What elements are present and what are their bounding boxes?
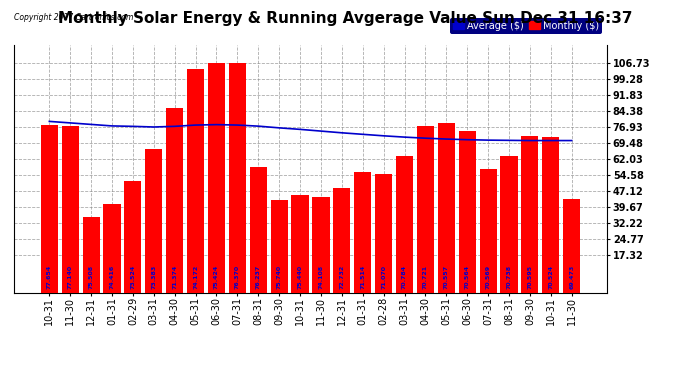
Text: 74.416: 74.416 (110, 265, 115, 289)
Text: 70.784: 70.784 (402, 265, 407, 289)
Text: 70.557: 70.557 (444, 265, 448, 289)
Bar (187, 69, 204, 292)
Text: 75.508: 75.508 (88, 265, 94, 289)
Text: 70.564: 70.564 (464, 265, 470, 289)
Text: 72.732: 72.732 (339, 265, 344, 289)
Bar (417, 126, 434, 292)
Bar (229, 63, 246, 292)
Bar (124, 181, 141, 292)
Text: 77.654: 77.654 (47, 265, 52, 289)
Text: 73.383: 73.383 (151, 265, 157, 289)
Text: 70.738: 70.738 (506, 265, 511, 289)
Bar (104, 204, 121, 292)
Bar (145, 149, 162, 292)
Text: Copyright 2017 Cartronics.com: Copyright 2017 Cartronics.com (14, 13, 133, 22)
Bar (313, 197, 330, 292)
Text: 70.569: 70.569 (486, 265, 491, 289)
Bar (500, 156, 518, 292)
Bar (83, 217, 99, 292)
Text: 71.374: 71.374 (172, 265, 177, 289)
Text: 75.440: 75.440 (297, 265, 302, 289)
Bar (375, 174, 392, 292)
Text: 70.524: 70.524 (549, 265, 553, 289)
Bar (291, 195, 308, 292)
Legend: Average ($), Monthly ($): Average ($), Monthly ($) (450, 18, 602, 33)
Text: 69.473: 69.473 (569, 265, 574, 289)
Text: 77.140: 77.140 (68, 265, 72, 289)
Bar (437, 123, 455, 292)
Text: 70.595: 70.595 (527, 265, 533, 289)
Bar (396, 156, 413, 292)
Bar (61, 126, 79, 292)
Bar (542, 137, 560, 292)
Text: Monthly Solar Energy & Running Avgerage Value Sun Dec 31 16:37: Monthly Solar Energy & Running Avgerage … (58, 11, 632, 26)
Text: 76.237: 76.237 (256, 265, 261, 289)
Bar (270, 200, 288, 292)
Text: 75.424: 75.424 (214, 265, 219, 289)
Text: 74.172: 74.172 (193, 265, 198, 289)
Text: 73.524: 73.524 (130, 265, 135, 289)
Text: 71.514: 71.514 (360, 265, 365, 289)
Bar (354, 171, 371, 292)
Bar (250, 167, 267, 292)
Bar (166, 108, 184, 292)
Bar (563, 199, 580, 292)
Text: 70.721: 70.721 (423, 265, 428, 289)
Text: 71.070: 71.070 (381, 265, 386, 289)
Text: 75.740: 75.740 (277, 265, 282, 289)
Text: 76.370: 76.370 (235, 265, 240, 289)
Bar (41, 125, 58, 292)
Text: 74.108: 74.108 (319, 265, 324, 289)
Bar (333, 188, 351, 292)
Bar (522, 136, 538, 292)
Bar (459, 130, 476, 292)
Bar (208, 63, 225, 292)
Bar (480, 170, 497, 292)
